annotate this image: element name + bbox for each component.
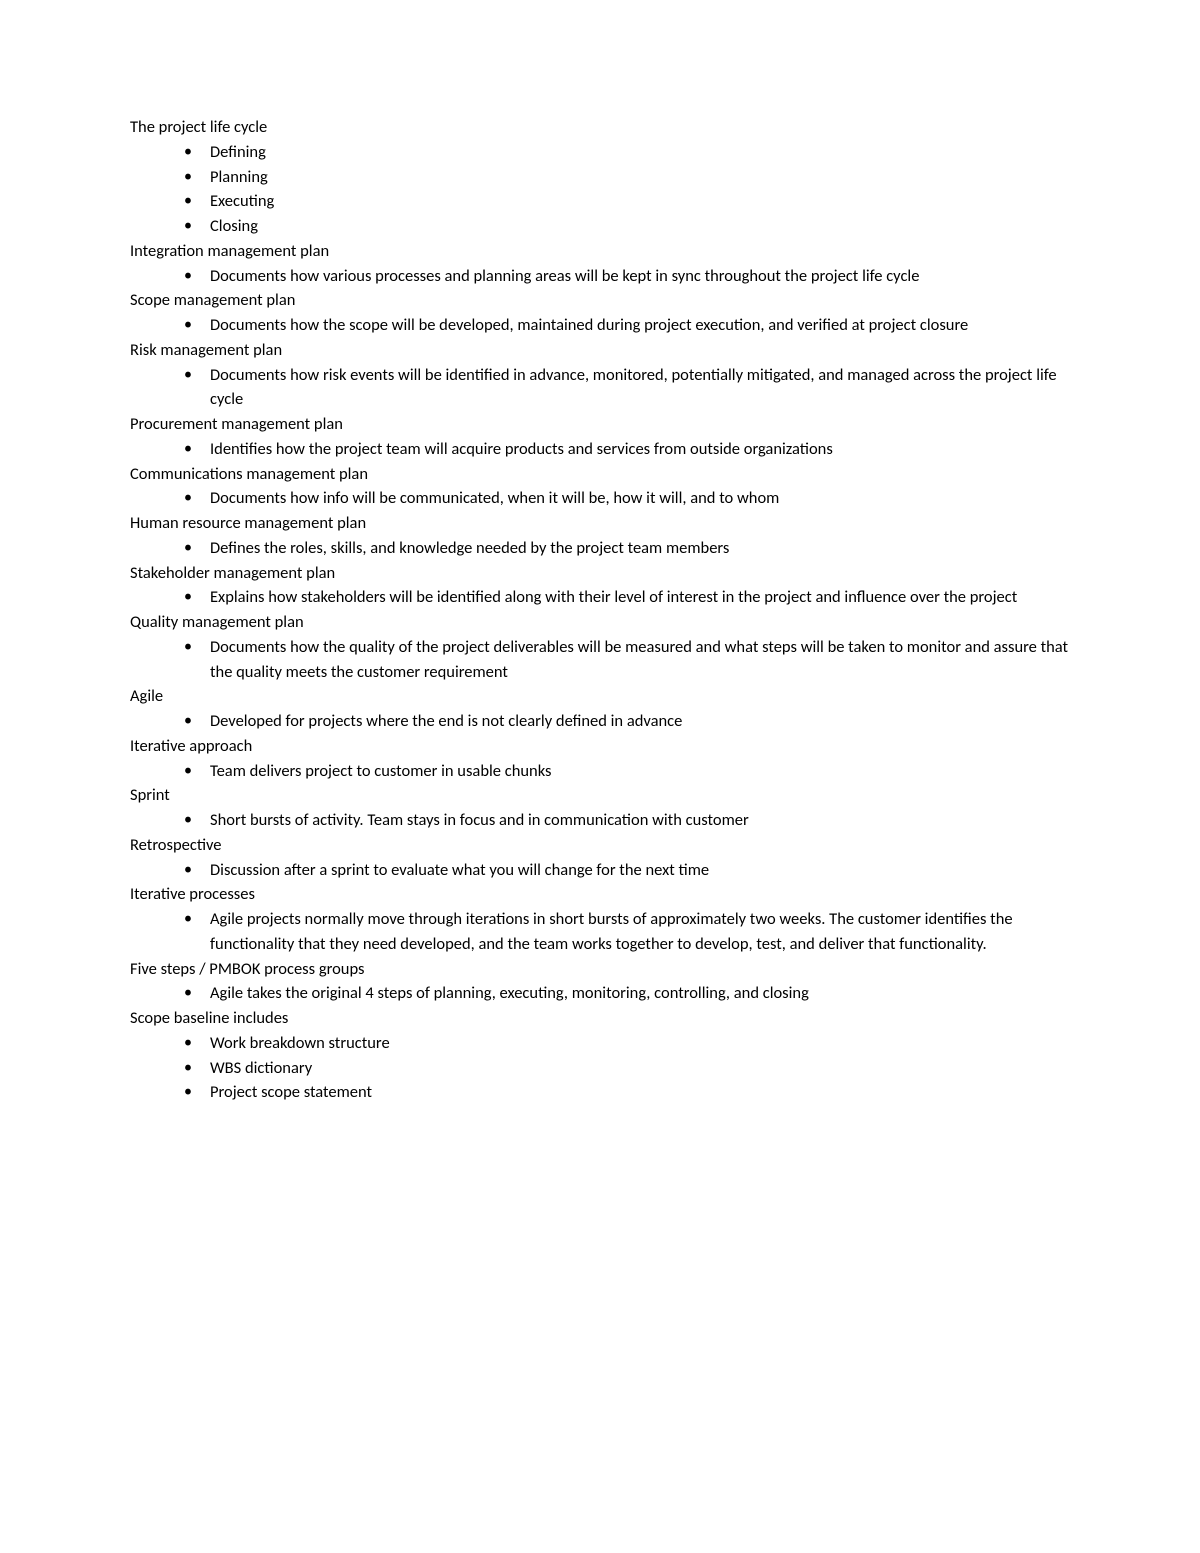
section-heading: Procurement management plan xyxy=(130,412,1070,437)
list-item: Project scope statement xyxy=(184,1080,1070,1105)
bullet-list: Documents how various processes and plan… xyxy=(130,264,1070,289)
list-item: Team delivers project to customer in usa… xyxy=(184,759,1070,784)
list-item: Identifies how the project team will acq… xyxy=(184,437,1070,462)
list-item: Executing xyxy=(184,189,1070,214)
section-heading: The project life cycle xyxy=(130,115,1070,140)
list-item: Defines the roles, skills, and knowledge… xyxy=(184,536,1070,561)
section-heading: Scope baseline includes xyxy=(130,1006,1070,1031)
document-page: The project life cycle Defining Planning… xyxy=(0,0,1200,1225)
bullet-list: Documents how risk events will be identi… xyxy=(130,363,1070,413)
list-item: Discussion after a sprint to evaluate wh… xyxy=(184,858,1070,883)
bullet-list: Short bursts of activity. Team stays in … xyxy=(130,808,1070,833)
bullet-list: Documents how the quality of the project… xyxy=(130,635,1070,685)
list-item: Documents how the scope will be develope… xyxy=(184,313,1070,338)
list-item: Documents how info will be communicated,… xyxy=(184,486,1070,511)
bullet-list: Explains how stakeholders will be identi… xyxy=(130,585,1070,610)
section-heading: Quality management plan xyxy=(130,610,1070,635)
bullet-list: Documents how info will be communicated,… xyxy=(130,486,1070,511)
section-heading: Human resource management plan xyxy=(130,511,1070,536)
list-item: Defining xyxy=(184,140,1070,165)
list-item: Documents how the quality of the project… xyxy=(184,635,1070,685)
list-item: Agile takes the original 4 steps of plan… xyxy=(184,981,1070,1006)
list-item: Documents how risk events will be identi… xyxy=(184,363,1070,413)
bullet-list: Work breakdown structure WBS dictionary … xyxy=(130,1031,1070,1105)
list-item: Short bursts of activity. Team stays in … xyxy=(184,808,1070,833)
bullet-list: Team delivers project to customer in usa… xyxy=(130,759,1070,784)
section-heading: Retrospective xyxy=(130,833,1070,858)
section-heading: Iterative processes xyxy=(130,882,1070,907)
bullet-list: Discussion after a sprint to evaluate wh… xyxy=(130,858,1070,883)
list-item: Work breakdown structure xyxy=(184,1031,1070,1056)
section-heading: Sprint xyxy=(130,783,1070,808)
bullet-list: Documents how the scope will be develope… xyxy=(130,313,1070,338)
section-heading: Scope management plan xyxy=(130,288,1070,313)
bullet-list: Defines the roles, skills, and knowledge… xyxy=(130,536,1070,561)
section-heading: Iterative approach xyxy=(130,734,1070,759)
list-item: Explains how stakeholders will be identi… xyxy=(184,585,1070,610)
section-heading: Integration management plan xyxy=(130,239,1070,264)
bullet-list: Developed for projects where the end is … xyxy=(130,709,1070,734)
list-item: WBS dictionary xyxy=(184,1056,1070,1081)
list-item: Agile projects normally move through ite… xyxy=(184,907,1070,957)
bullet-list: Agile takes the original 4 steps of plan… xyxy=(130,981,1070,1006)
section-heading: Risk management plan xyxy=(130,338,1070,363)
bullet-list: Agile projects normally move through ite… xyxy=(130,907,1070,957)
bullet-list: Identifies how the project team will acq… xyxy=(130,437,1070,462)
section-heading: Agile xyxy=(130,684,1070,709)
list-item: Planning xyxy=(184,165,1070,190)
list-item: Developed for projects where the end is … xyxy=(184,709,1070,734)
bullet-list: Defining Planning Executing Closing xyxy=(130,140,1070,239)
section-heading: Five steps / PMBOK process groups xyxy=(130,957,1070,982)
section-heading: Communications management plan xyxy=(130,462,1070,487)
list-item: Documents how various processes and plan… xyxy=(184,264,1070,289)
section-heading: Stakeholder management plan xyxy=(130,561,1070,586)
list-item: Closing xyxy=(184,214,1070,239)
